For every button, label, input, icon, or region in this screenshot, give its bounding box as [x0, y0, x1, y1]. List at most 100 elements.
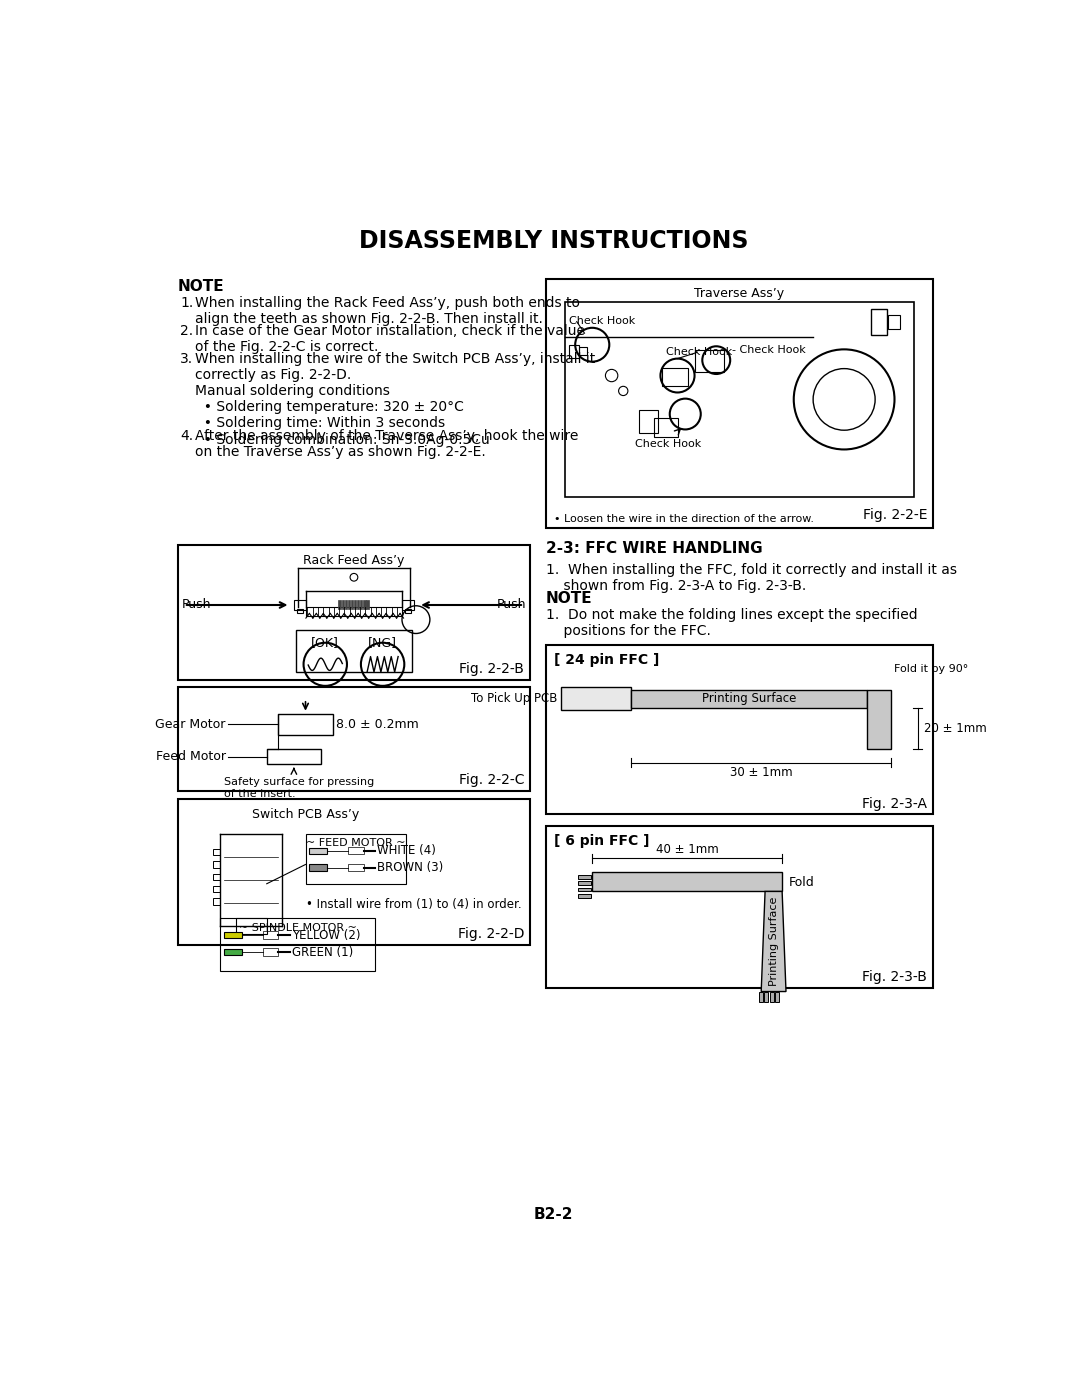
Bar: [579, 346, 586, 355]
Text: 30 ± 1mm: 30 ± 1mm: [729, 766, 792, 780]
Text: Fig. 2-3-B: Fig. 2-3-B: [862, 970, 927, 983]
Text: • Install wire from (1) to (4) in order.: • Install wire from (1) to (4) in order.: [306, 898, 522, 911]
Text: Check Hook: Check Hook: [635, 440, 701, 450]
Text: 2-3: FFC WIRE HANDLING: 2-3: FFC WIRE HANDLING: [545, 541, 762, 556]
Bar: [279, 714, 333, 735]
Bar: [545, 826, 933, 988]
Text: To Pick Up PCB: To Pick Up PCB: [471, 693, 557, 705]
Text: Traverse Ass’y: Traverse Ass’y: [694, 286, 784, 299]
Text: [ 24 pin FFC ]: [ 24 pin FFC ]: [554, 652, 659, 666]
Text: [OK]: [OK]: [311, 636, 339, 648]
Text: Fig. 2-2-B: Fig. 2-2-B: [459, 662, 524, 676]
Bar: [662, 367, 688, 386]
Text: 2.: 2.: [180, 324, 193, 338]
Text: GREEN (1): GREEN (1): [292, 946, 353, 958]
Bar: [309, 848, 327, 854]
Bar: [578, 887, 591, 891]
Text: [ 6 pin FFC ]: [ 6 pin FFC ]: [554, 834, 649, 848]
Bar: [262, 949, 279, 956]
Text: Fig. 2-2-E: Fig. 2-2-E: [863, 509, 927, 522]
Text: In case of the Gear Motor installation, check if the value
of the Fig. 2-2-C is : In case of the Gear Motor installation, …: [195, 324, 585, 355]
Text: Push: Push: [181, 598, 211, 612]
Bar: [306, 834, 406, 884]
Text: • Loosen the wire in the direction of the arrow.: • Loosen the wire in the direction of th…: [554, 514, 813, 524]
Bar: [225, 932, 242, 939]
Text: Check Hook: Check Hook: [569, 316, 635, 327]
Bar: [759, 992, 762, 1002]
Text: DISASSEMBLY INSTRUCTIONS: DISASSEMBLY INSTRUCTIONS: [359, 229, 748, 253]
Bar: [578, 882, 591, 886]
Bar: [366, 601, 368, 609]
Bar: [348, 863, 364, 872]
Text: After the assembly of the Traverse Ass’y, hook the wire
on the Traverse Ass’y as: After the assembly of the Traverse Ass’y…: [195, 429, 579, 458]
Bar: [765, 992, 768, 1002]
Bar: [872, 309, 887, 335]
Bar: [889, 314, 900, 330]
Text: 4.: 4.: [180, 429, 193, 443]
Text: When installing the wire of the Switch PCB Ass’y, install it
correctly as Fig. 2: When installing the wire of the Switch P…: [195, 352, 596, 447]
Text: 3.: 3.: [180, 352, 193, 366]
Text: 20 ± 1mm: 20 ± 1mm: [924, 722, 987, 735]
Text: Switch PCB Ass’y: Switch PCB Ass’y: [252, 809, 360, 821]
Bar: [545, 645, 933, 814]
Bar: [402, 601, 414, 610]
Bar: [867, 690, 891, 749]
Text: Fold: Fold: [788, 876, 814, 888]
Bar: [638, 411, 658, 433]
Text: 8.0 ± 0.2mm: 8.0 ± 0.2mm: [337, 718, 419, 731]
Bar: [775, 992, 779, 1002]
Bar: [267, 749, 321, 764]
Text: When installing the Rack Feed Ass’y, push both ends to
align the teeth as shown : When installing the Rack Feed Ass’y, pus…: [195, 296, 580, 327]
Text: BROWN (3): BROWN (3): [377, 861, 443, 875]
Bar: [213, 898, 220, 904]
Bar: [578, 876, 591, 879]
Bar: [562, 687, 631, 711]
Bar: [213, 886, 220, 893]
Text: YELLOW (2): YELLOW (2): [292, 929, 360, 942]
Bar: [348, 847, 364, 855]
Text: ~ SPINDLE MOTOR ~: ~ SPINDLE MOTOR ~: [239, 923, 356, 933]
Bar: [345, 601, 347, 609]
Bar: [177, 545, 530, 680]
Bar: [354, 601, 356, 609]
Bar: [213, 849, 220, 855]
Text: NOTE: NOTE: [545, 591, 592, 606]
Text: Fig. 2-2-D: Fig. 2-2-D: [458, 928, 524, 942]
Bar: [177, 687, 530, 791]
Bar: [357, 601, 360, 609]
Bar: [225, 949, 242, 956]
Bar: [294, 601, 306, 610]
Text: Fold it by 90°: Fold it by 90°: [894, 665, 969, 675]
Text: Fig. 2-2-C: Fig. 2-2-C: [459, 774, 524, 788]
Bar: [262, 932, 279, 939]
Text: Printing Surface: Printing Surface: [769, 897, 779, 986]
Text: 1.  When installing the FFC, fold it correctly and install it as
    shown from : 1. When installing the FFC, fold it corr…: [545, 563, 957, 592]
Text: 1.  Do not make the folding lines except the specified
    positions for the FFC: 1. Do not make the folding lines except …: [545, 608, 917, 638]
Text: - Check Hook: - Check Hook: [732, 345, 806, 355]
Text: Rack Feed Ass’y: Rack Feed Ass’y: [303, 555, 405, 567]
Polygon shape: [761, 891, 786, 992]
Bar: [177, 799, 530, 946]
Bar: [235, 918, 267, 933]
Bar: [696, 351, 724, 372]
Bar: [631, 690, 867, 708]
Text: Check Hook: Check Hook: [666, 346, 732, 358]
Bar: [654, 418, 677, 437]
Text: Printing Surface: Printing Surface: [702, 693, 796, 705]
Text: Feed Motor: Feed Motor: [156, 750, 226, 763]
Bar: [348, 601, 350, 609]
Text: B2-2: B2-2: [534, 1207, 573, 1222]
Bar: [338, 601, 341, 609]
Bar: [405, 609, 411, 613]
Bar: [360, 601, 363, 609]
Text: 1.: 1.: [180, 296, 193, 310]
Bar: [578, 894, 591, 898]
Text: [NG]: [NG]: [368, 636, 397, 648]
Bar: [213, 873, 220, 880]
Bar: [341, 601, 343, 609]
Text: 40 ± 1mm: 40 ± 1mm: [656, 842, 718, 856]
Text: WHITE (4): WHITE (4): [377, 844, 435, 858]
Bar: [297, 609, 302, 613]
Bar: [569, 345, 579, 358]
Text: Gear Motor: Gear Motor: [156, 718, 226, 731]
